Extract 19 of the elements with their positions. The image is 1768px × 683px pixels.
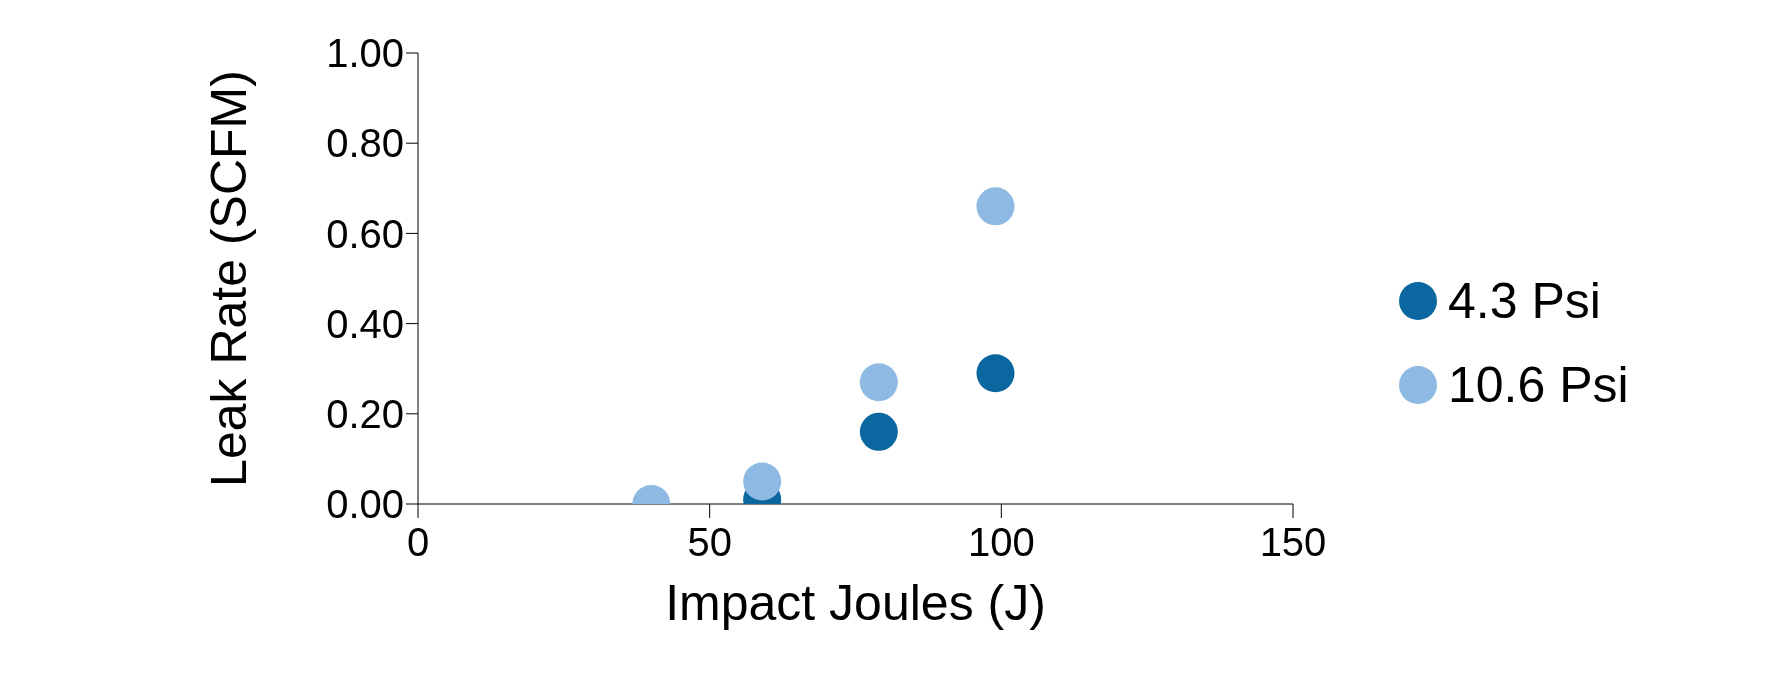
x-tick-label: 100: [967, 520, 1035, 565]
point: [743, 462, 782, 501]
y-tick-label: 0.00: [326, 482, 404, 527]
y-tick-label: 0.60: [326, 211, 404, 256]
legend-label: 4.3 Psi: [1448, 272, 1601, 330]
point: [859, 412, 898, 451]
y-axis-title: Leak Rate (SCFM): [200, 70, 257, 487]
y-tick-label: 1.00: [326, 31, 404, 76]
point: [859, 363, 898, 402]
y-tick-label: 0.80: [326, 121, 404, 166]
y-tick-label: 0.40: [326, 301, 404, 346]
x-tick-label: 0: [406, 520, 430, 565]
point: [976, 187, 1015, 226]
legend-label: 10.6 Psi: [1448, 356, 1629, 414]
x-tick-label: 50: [687, 520, 732, 565]
y-tick-label: 0.20: [326, 392, 404, 436]
x-tick-label: 150: [1259, 520, 1327, 565]
point: [976, 354, 1015, 393]
x-axis-title: Impact Joules (J): [665, 574, 1046, 631]
